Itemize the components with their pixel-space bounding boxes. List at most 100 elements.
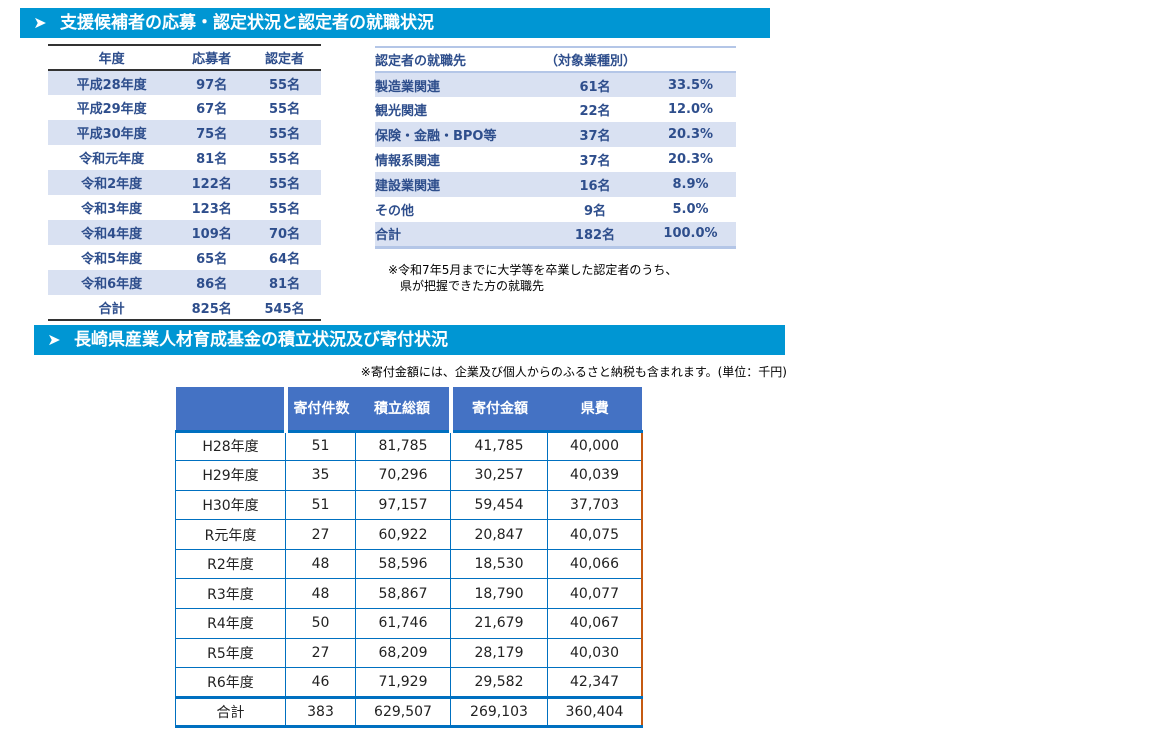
section-title: 長崎県産業人材育成基金の積立状況及び寄付状況 [74,330,448,350]
table-cell: 合計 [48,295,176,320]
table-cell: 55名 [248,195,321,220]
col-header [645,47,736,73]
table-cell: R4年度 [175,608,286,639]
table-cell: 平成29年度 [48,95,176,120]
table-cell: 35 [285,460,356,491]
table-row: 令和元年度 81名 55名 [48,145,321,170]
table-cell: 29,582 [450,667,548,698]
table-cell: 27 [285,637,356,669]
table-cell: 5.0% [672,202,709,217]
table-cell: 40,030 [547,637,643,669]
table-cell: 75名 [175,120,249,145]
table-row: 令和3年度 123名 55名 [48,195,321,220]
table-cell: 平成28年度 [48,70,176,95]
chevron-right-icon: ➤ [47,330,61,349]
table-row: 平成29年度 67名 55名 [48,95,321,120]
table-cell: R元年度 [175,519,286,550]
table-cell: 629,507 [355,695,451,728]
table-cell: 40,000 [547,430,643,462]
table-cell: 製造業関連 [375,72,545,97]
employment-note: ※令和7年5月までに大学等を卒業した認定者のうち、 県が把握できた方の就職先 [388,262,677,294]
table-cell: 令和3年度 [48,195,176,220]
table-cell: 71,929 [355,667,451,698]
table-header: 認定者の就職先 （対象業種別） [375,47,736,73]
table-row: R2年度 48 58,596 18,530 40,066 [175,548,643,580]
col-header: 寄付件数 [285,387,356,433]
col-header: 認定者の就職先 [375,47,545,73]
table-row: H28年度 51 81,785 41,785 40,000 [175,430,643,462]
col-header: 寄付金額 [450,387,548,433]
table-cell: 51 [285,430,356,462]
col-header: 積立総額 [355,387,453,433]
table-cell: 50 [285,608,356,639]
table-cell: 20,847 [450,519,548,550]
table-cell: 97,157 [355,489,451,521]
table-cell: 123名 [175,195,249,220]
table-cell: 65名 [175,245,249,270]
section-banner-applicants: ➤ 支援候補者の応募・認定状況と認定者の就職状況 [20,8,770,38]
table-cell: 825名 [175,295,249,320]
fund-note: ※寄付金額には、企業及び個人からのふるさと納税も含まれます。(単位：千円) [360,365,787,379]
table-cell: 61名 [545,72,645,97]
table-cell: 観光関連 [375,104,428,119]
table-header: 年度 応募者 認定者 [48,45,321,71]
table-cell: 70名 [248,220,321,245]
table-cell: 40,066 [547,548,643,580]
table-cell: H29年度 [175,460,286,491]
table-row: R4年度 50 61,746 21,679 40,067 [175,608,643,639]
table-cell: 59,454 [450,489,548,521]
table-row: 令和5年度 65名 64名 [48,245,321,270]
table-cell: H30年度 [175,489,286,521]
table-cell: 60,922 [355,519,451,550]
table-row: R6年度 46 71,929 29,582 42,347 [175,667,643,698]
table-cell: 令和元年度 [48,145,176,170]
table-cell: 情報系関連 [375,154,441,169]
table-cell: 269,103 [450,695,548,728]
col-header: 応募者 [175,45,249,71]
table-cell: 55名 [248,95,321,120]
table-cell: 41,785 [450,430,548,462]
table-cell: 55名 [248,70,321,95]
table-cell: 70,296 [355,460,451,491]
table-cell: H28年度 [175,430,286,462]
table-cell: 令和6年度 [48,270,176,295]
table-row: 令和4年度 109名 70名 [48,220,321,245]
table-cell: 97名 [175,70,249,95]
table-cell: 12.0% [667,102,714,117]
table-cell: 46 [285,667,356,698]
note-line: 県が把握できた方の就職先 [388,279,545,293]
table-cell: 8.9% [645,172,736,197]
fund-table: 寄付件数 積立総額 寄付金額 県費 H28年度 51 81,785 41,785 40,… [175,387,643,729]
table-cell: 9名 [583,204,607,219]
table-cell: 33.5% [645,72,736,97]
table-row: R元年度 27 60,922 20,847 40,075 [175,519,643,550]
applicants-table: 年度 応募者 認定者 平成28年度 97名 55名 平成29年度 67名 55名 平成30年… [48,44,321,321]
table-row: 製造業関連 61名 33.5% [375,72,736,97]
table-cell: 81名 [175,145,249,170]
table-cell: R2年度 [175,548,286,580]
note-line: ※令和7年5月までに大学等を卒業した認定者のうち、 [388,263,678,277]
table-cell: 27 [285,519,356,550]
table-cell: 360,404 [547,695,643,728]
table-cell: 40,075 [547,519,643,550]
table-cell: 48 [285,578,356,610]
table-cell: 64名 [248,245,321,270]
table-cell: 22名 [579,104,611,119]
table-row: 建設業関連 16名 8.9% [375,172,736,197]
table-cell: 42,347 [547,667,643,698]
table-cell: 67名 [175,95,249,120]
section-banner-fund: ➤ 長崎県産業人材育成基金の積立状況及び寄付状況 [34,325,785,355]
table-cell: 383 [285,695,356,728]
table-cell: 30,257 [450,460,548,491]
table-row: 令和6年度 86名 81名 [48,270,321,295]
table-row: H30年度 51 97,157 59,454 37,703 [175,489,643,521]
table-cell: 55名 [248,120,321,145]
table-cell: 37名 [579,154,611,169]
table-cell: 20.3% [645,122,736,147]
table-cell: 55名 [248,170,321,195]
table-cell: 37,703 [547,489,643,521]
table-cell: 令和2年度 [48,170,176,195]
table-cell: 86名 [175,270,249,295]
table-cell: 16名 [545,172,645,197]
col-header [175,387,288,433]
